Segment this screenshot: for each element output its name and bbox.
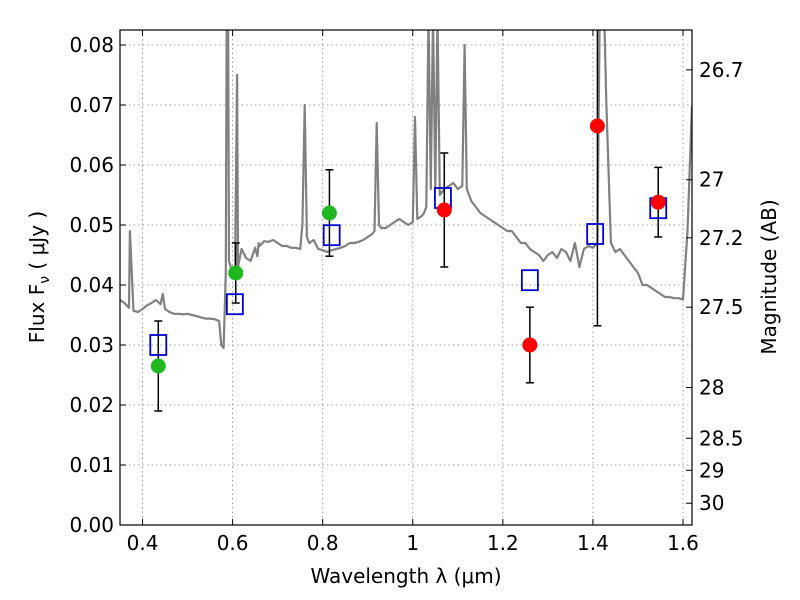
right-tick-label: 29 (699, 458, 724, 482)
x-axis-title: Wavelength λ (μm) (310, 564, 501, 588)
right-tick-labels: 26.7 27 27.2 27.5 28 28.5 29 30 (699, 58, 744, 515)
x-tick-label: 0.4 (127, 531, 159, 555)
y-axis-title-main: Flux F (25, 284, 49, 343)
y-tick-label: 0.06 (69, 153, 114, 177)
y-tick-label: 0.03 (69, 333, 114, 357)
right-tick-label: 27.2 (699, 226, 744, 250)
x-tick-labels: 0.4 0.6 0.8 1 1.2 1.4 1.6 (127, 531, 699, 555)
model-square (225, 293, 244, 316)
plot-frame (119, 29, 693, 526)
model-square (586, 223, 605, 245)
x-tick-label: 0.6 (217, 531, 249, 555)
green-observed-point (228, 265, 244, 281)
red-observed-point (522, 337, 538, 353)
spectrum-line (120, 30, 692, 350)
x-tick-label: 1.6 (667, 531, 699, 555)
right-tick-label: 28.5 (699, 426, 744, 450)
plot-background (120, 30, 692, 525)
model-square-layer (149, 187, 668, 356)
tick-marks (120, 30, 692, 526)
y-tick-label: 0.02 (69, 393, 114, 417)
y-tick-label: 0.07 (69, 93, 114, 117)
green-observed-point (150, 358, 166, 374)
red-observed-point (436, 202, 452, 218)
right-tick-label: 27 (699, 168, 724, 192)
y-axis-title-unit: ( μJy ) (25, 211, 49, 276)
x-tick-label: 1 (406, 531, 419, 555)
right-tick-label: 26.7 (699, 58, 744, 82)
green-observed-point (321, 205, 337, 221)
model-square (322, 224, 341, 247)
model-square (520, 269, 539, 292)
x-tick-label: 0.8 (307, 531, 339, 555)
y-axis-title-subscript: ν (37, 276, 53, 284)
y-tick-label: 0.08 (69, 33, 114, 57)
y-tick-label: 0.04 (69, 273, 114, 297)
y-tick-labels: 0.00 0.01 0.02 0.03 0.04 0.05 0.06 0.07 0.08 (69, 33, 114, 537)
red-observed-point (650, 194, 666, 210)
y-axis-title: Flux Fν ( μJy ) (25, 211, 53, 343)
y-tick-label: 0.00 (69, 513, 114, 537)
right-tick-label: 30 (699, 491, 724, 515)
observed-point-layer (150, 118, 666, 374)
y-tick-label: 0.01 (69, 453, 114, 477)
y-tick-label: 0.05 (69, 213, 114, 237)
right-tick-label: 27.5 (699, 295, 744, 319)
right-axis-title: Magnitude (AB) (757, 199, 781, 354)
spectrum-layer (120, 30, 692, 350)
right-tick-label: 28 (699, 376, 724, 400)
x-tick-label: 1.4 (577, 531, 609, 555)
x-tick-label: 1.2 (487, 531, 519, 555)
grid (120, 30, 692, 525)
red-observed-point (589, 118, 605, 134)
model-square (149, 334, 168, 356)
